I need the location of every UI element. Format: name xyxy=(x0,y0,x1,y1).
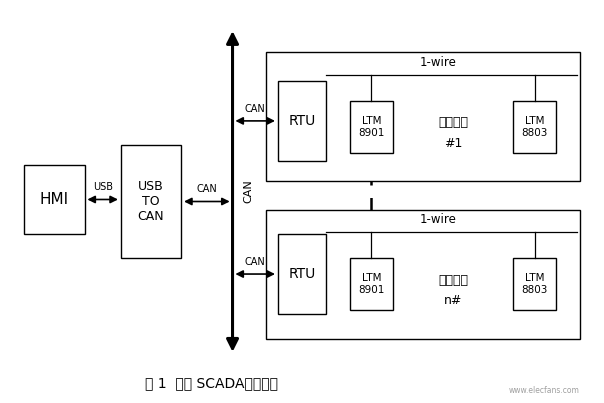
Bar xyxy=(278,81,326,161)
Bar xyxy=(266,210,580,339)
Text: LTM
8803: LTM 8803 xyxy=(521,273,548,295)
Bar xyxy=(121,145,181,258)
Text: CAN: CAN xyxy=(196,184,217,194)
Text: RTU: RTU xyxy=(288,267,316,281)
Text: 1-wire: 1-wire xyxy=(420,214,457,226)
Text: USB
TO
CAN: USB TO CAN xyxy=(138,180,164,223)
Text: HMI: HMI xyxy=(40,192,69,207)
Text: CAN: CAN xyxy=(245,104,266,114)
Text: LTM
8803: LTM 8803 xyxy=(521,116,548,138)
Bar xyxy=(24,165,85,234)
Text: 温室大棚: 温室大棚 xyxy=(438,274,468,287)
Text: 1-wire: 1-wire xyxy=(420,56,457,69)
Text: LTM
8901: LTM 8901 xyxy=(358,116,385,138)
Text: LTM
8901: LTM 8901 xyxy=(358,273,385,295)
Text: USB: USB xyxy=(92,182,113,192)
Text: #1: #1 xyxy=(444,137,462,150)
Bar xyxy=(350,258,393,310)
Bar xyxy=(513,101,556,153)
Bar xyxy=(278,234,326,314)
Text: RTU: RTU xyxy=(288,114,316,128)
Bar xyxy=(350,101,393,153)
Bar xyxy=(266,52,580,181)
Text: 温室大棚: 温室大棚 xyxy=(438,116,468,129)
Text: www.elecfans.com: www.elecfans.com xyxy=(509,386,580,395)
Bar xyxy=(513,258,556,310)
Text: CAN: CAN xyxy=(243,180,254,203)
Text: n#: n# xyxy=(444,294,462,307)
Text: CAN: CAN xyxy=(245,257,266,267)
Text: 图 1  温室 SCADA系统结构: 图 1 温室 SCADA系统结构 xyxy=(145,376,278,390)
